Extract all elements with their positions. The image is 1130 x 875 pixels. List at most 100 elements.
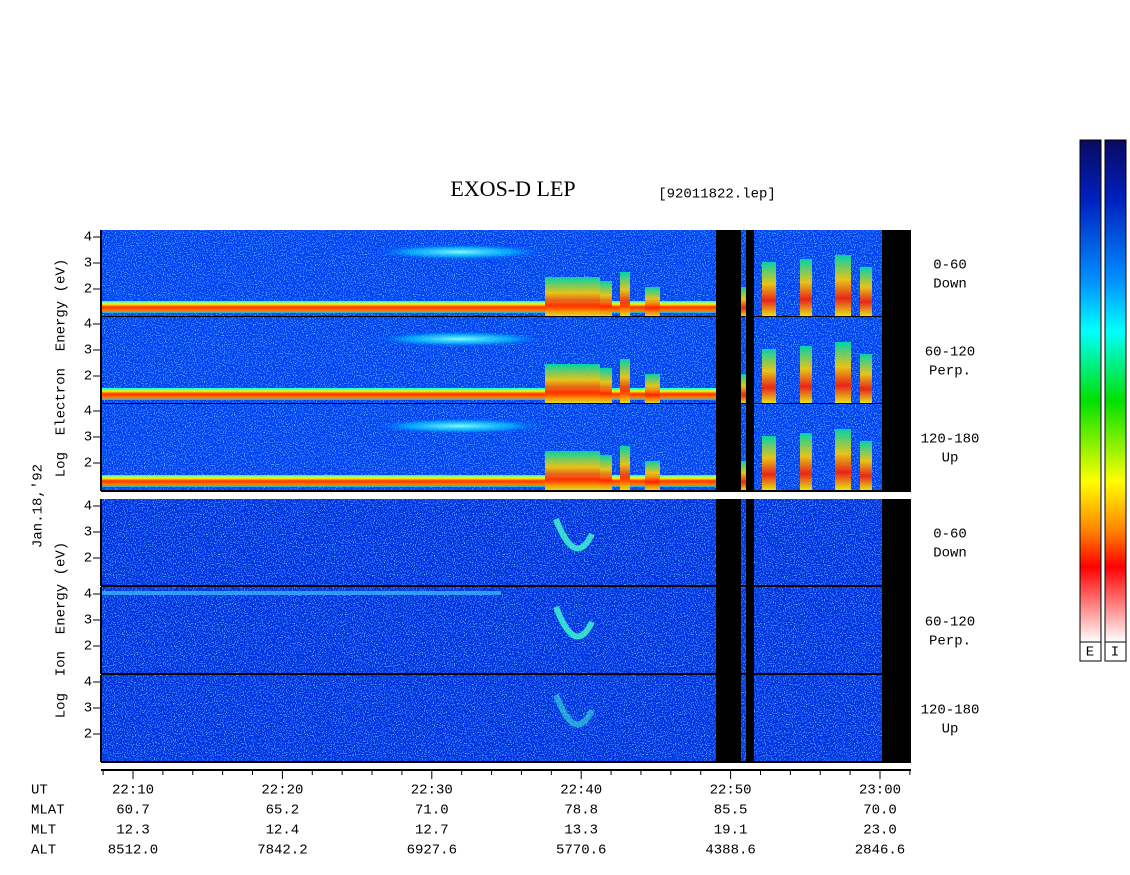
y-tick-label: 4 [84, 230, 92, 246]
data-gap [716, 317, 741, 404]
ion-feature [553, 693, 595, 728]
y-tick-label: 2 [84, 639, 92, 655]
data-gap [746, 317, 754, 404]
row-label: UT [31, 783, 48, 799]
spectrogram-noise [101, 675, 882, 762]
ion-feature [553, 605, 595, 640]
burst [600, 281, 612, 317]
row-value: 23.0 [863, 823, 897, 839]
y-tick-label: 3 [84, 256, 92, 272]
burst [740, 287, 750, 317]
burst [800, 259, 812, 317]
data-gap [746, 587, 754, 674]
y-tick-label: 2 [84, 282, 92, 298]
burst [545, 364, 600, 404]
file-name: [92011822.lep] [658, 187, 776, 203]
y-tick-label: 4 [84, 675, 92, 691]
y-tick-label: 3 [84, 343, 92, 359]
burst [545, 451, 600, 491]
row-value: 85.5 [714, 803, 748, 819]
y-tick-label: 4 [84, 499, 92, 515]
row-value: 19.1 [714, 823, 748, 839]
data-gap [882, 675, 911, 762]
channel-direction: Down [933, 277, 967, 293]
ion-band [101, 591, 501, 595]
burst [860, 267, 872, 317]
burst [835, 429, 851, 491]
colorbar-label: E [1086, 645, 1094, 661]
burst [800, 346, 812, 404]
colorbar-label: I [1111, 645, 1119, 661]
ion-feature [553, 517, 595, 552]
row-value: 12.4 [266, 823, 300, 839]
data-gap [746, 499, 754, 586]
y-tick-label: 2 [84, 727, 92, 743]
spectrogram-noise [101, 499, 882, 586]
channel-range: 120-180 [921, 703, 980, 719]
channel-range: 0-60 [933, 527, 967, 543]
row-value: 5770.6 [556, 843, 606, 859]
spectrogram-noise [101, 587, 882, 674]
burst [740, 461, 750, 491]
row-value: 2846.6 [855, 843, 905, 859]
row-value: 22:50 [710, 783, 752, 799]
burst [835, 342, 851, 404]
burst [645, 374, 660, 404]
channel-range: 60-120 [925, 345, 975, 361]
burst [740, 374, 750, 404]
y-tick-label: 3 [84, 613, 92, 629]
row-label: MLAT [31, 803, 65, 819]
burst [762, 436, 776, 491]
y-tick-label: 3 [84, 525, 92, 541]
row-value: 13.3 [564, 823, 598, 839]
blob [370, 418, 550, 434]
y-tick-label: 3 [84, 701, 92, 717]
burst [800, 433, 812, 491]
blob [370, 331, 550, 347]
row-value: 23:00 [859, 783, 901, 799]
burst [620, 359, 630, 404]
colorbar-ion [1104, 139, 1127, 643]
y-tick-label: 2 [84, 551, 92, 567]
colorbar-electron [1079, 139, 1102, 643]
y-tick-label: 3 [84, 430, 92, 446]
y-tick-label: 4 [84, 317, 92, 333]
y-tick-label: 2 [84, 456, 92, 472]
burst [600, 368, 612, 404]
data-gap [882, 587, 911, 674]
data-gap [716, 499, 741, 586]
blob [370, 244, 550, 260]
data-gap [746, 404, 754, 491]
row-label: ALT [31, 843, 56, 859]
colorbar-box [1079, 641, 1102, 662]
y-tick-label: 4 [84, 587, 92, 603]
burst [835, 255, 851, 317]
row-value: 78.8 [564, 803, 598, 819]
channel-direction: Down [933, 546, 967, 562]
channel-range: 120-180 [921, 432, 980, 448]
row-value: 6927.6 [407, 843, 457, 859]
burst [645, 461, 660, 491]
row-label: MLT [31, 823, 56, 839]
spectrograms: 4 3 2 0-60 Down 4 3 2 60-120 Perp. 4 3 2 120-180 Up 4 3 2… [84, 230, 980, 763]
title: EXOS-D LEP [450, 176, 575, 201]
burst [645, 287, 660, 317]
channel-direction: Perp. [929, 364, 971, 380]
burst [860, 441, 872, 491]
data-gap [716, 230, 741, 317]
date-label: Jan.18,'92 [31, 464, 47, 548]
electron-axis-label: Log Electron Energy (eV) [54, 259, 70, 477]
channel-direction: Perp. [929, 634, 971, 650]
data-gap [882, 499, 911, 586]
ion-axis-label: Log Ion Energy (eV) [54, 542, 70, 718]
y-tick-label: 4 [84, 404, 92, 420]
data-gap [716, 587, 741, 674]
row-value: 4388.6 [705, 843, 755, 859]
row-value: 12.3 [116, 823, 150, 839]
row-value: 12.7 [415, 823, 449, 839]
row-value: 65.2 [266, 803, 300, 819]
channel-direction: Up [942, 722, 959, 738]
data-gap [882, 404, 911, 491]
row-value: 7842.2 [257, 843, 307, 859]
